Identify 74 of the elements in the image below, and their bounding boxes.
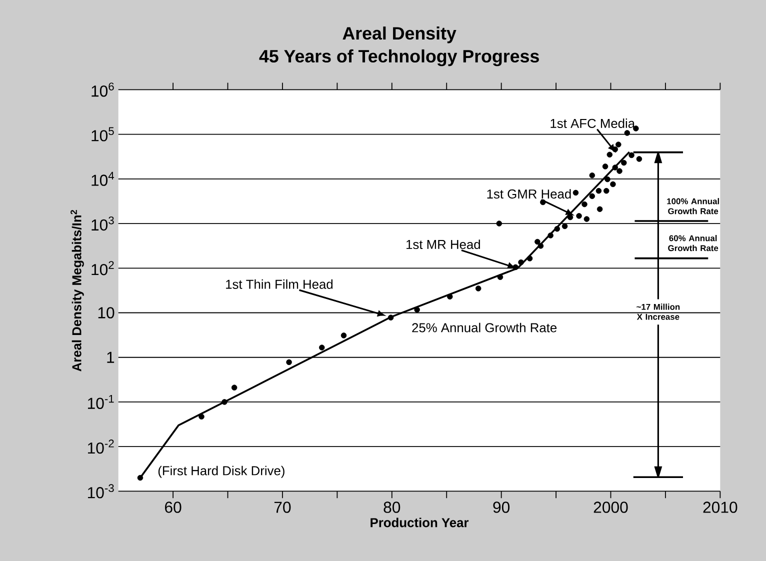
point [636,156,642,162]
point [388,314,394,320]
x-tick-label: 2000 [594,502,628,513]
point [222,399,228,405]
point [606,152,613,158]
point [589,193,596,200]
point [610,181,616,188]
point [538,243,544,249]
y-axis-title: Areal Density Megabits/In$^{2}$ [70,210,84,372]
point [286,359,292,366]
annotation: (First Hard Disk Drive) [158,466,284,478]
x-tick-label: 2010 [703,502,738,513]
y-tick-label: 10$^{2}$ [92,261,114,276]
point [512,264,518,270]
point [616,168,622,174]
point [475,286,482,292]
annotation: 1st AFC Media [550,118,636,128]
y-tick-label: 10$^{-3}$ [88,484,114,498]
point [414,306,420,313]
point [602,164,608,170]
point [567,214,574,220]
y-tick-label: 10$^{6}$ [92,82,114,97]
point [198,414,204,420]
point [596,206,603,212]
point [554,226,560,232]
point [496,220,502,226]
point [612,164,618,170]
x-tick-label: 90 [493,502,510,513]
x-axis-title: Production Year [370,518,469,528]
y-tick-label: 10$^{5}$ [92,127,114,142]
y-tick-label: 10$^{-1}$ [88,394,114,410]
x-tick-label: 80 [384,502,400,513]
y-tick-label: 10 [98,307,114,318]
point [616,142,622,148]
annotation: 25% Annual Growth Rate [412,322,557,332]
point [137,474,144,481]
point [540,199,546,206]
annotation: 1st GMR Head [487,189,571,199]
y-tick-label: 10$^{3}$ [92,216,114,231]
point [518,259,524,266]
point [621,160,627,166]
y-tick-label: 10$^{-2}$ [88,440,114,454]
annotation: 1st Thin Film Head [226,279,333,289]
point [582,201,588,208]
point [447,294,453,300]
point [604,176,610,182]
point [526,256,533,262]
annotation: 1st MR Head [406,240,480,250]
point [497,274,504,280]
point [628,152,634,158]
x-tick-label: 70 [274,502,291,513]
point [548,232,554,238]
point [576,213,582,219]
chart-title: Areal Density [342,26,456,44]
point [603,188,610,194]
point [596,188,602,194]
point [572,190,579,196]
point [231,384,238,391]
point [624,130,630,136]
x-tick-label: 60 [165,502,182,513]
point [340,332,347,338]
annotation: 60% Annual Growth Rate [668,235,718,252]
annotation: ~17 Million X Increase [636,304,680,320]
point [562,223,568,230]
point [318,344,325,350]
point [589,172,596,178]
annotation: 100% Annual Growth Rate [667,198,719,214]
point [534,238,540,245]
y-tick-label: 1 [107,352,114,363]
point [633,126,639,132]
point [584,216,590,222]
chart-subtitle: 45 Years of Technology Progress [259,49,539,66]
y-tick-label: 10$^{4}$ [92,172,114,186]
point [612,146,618,152]
